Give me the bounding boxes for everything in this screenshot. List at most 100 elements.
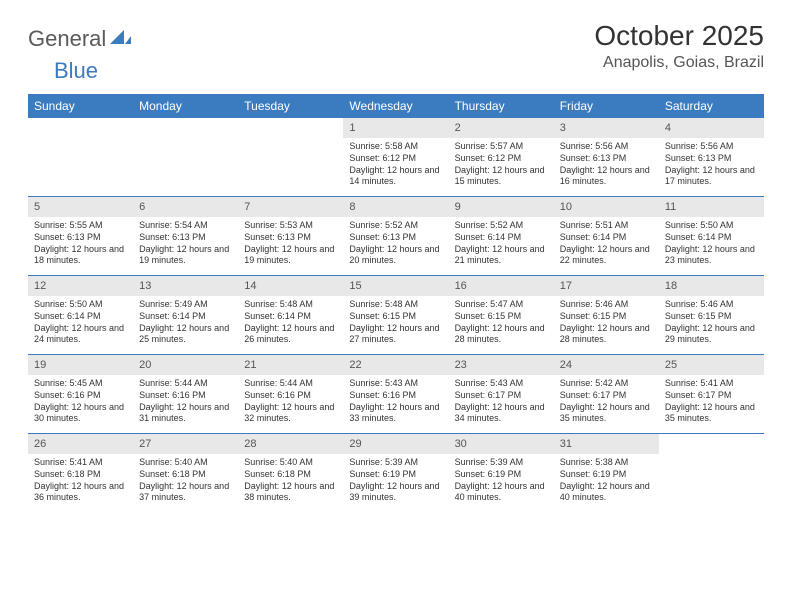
day-number: 7 [238, 197, 343, 217]
title-block: October 2025 Anapolis, Goias, Brazil [594, 20, 764, 72]
day-header-mon: Monday [133, 94, 238, 118]
day-cell [28, 118, 133, 196]
day-number: 19 [28, 355, 133, 375]
day-number: 27 [133, 434, 238, 454]
day-cell: 9Sunrise: 5:52 AMSunset: 6:14 PMDaylight… [449, 197, 554, 275]
sunrise-line: Sunrise: 5:51 AM [560, 220, 653, 232]
calendar-page: General October 2025 Anapolis, Goias, Br… [0, 0, 792, 532]
day-details: Sunrise: 5:39 AMSunset: 6:19 PMDaylight:… [449, 454, 554, 510]
daylight-line: Daylight: 12 hours and 37 minutes. [139, 481, 232, 504]
day-number: 9 [449, 197, 554, 217]
day-cell: 25Sunrise: 5:41 AMSunset: 6:17 PMDayligh… [659, 355, 764, 433]
day-number: 12 [28, 276, 133, 296]
day-number: 29 [343, 434, 448, 454]
day-details: Sunrise: 5:40 AMSunset: 6:18 PMDaylight:… [238, 454, 343, 510]
daylight-line: Daylight: 12 hours and 34 minutes. [455, 402, 548, 425]
day-number: 28 [238, 434, 343, 454]
sunset-line: Sunset: 6:12 PM [349, 153, 442, 165]
sunset-line: Sunset: 6:19 PM [560, 469, 653, 481]
daylight-line: Daylight: 12 hours and 15 minutes. [455, 165, 548, 188]
day-cell: 6Sunrise: 5:54 AMSunset: 6:13 PMDaylight… [133, 197, 238, 275]
sunrise-line: Sunrise: 5:41 AM [34, 457, 127, 469]
daylight-line: Daylight: 12 hours and 38 minutes. [244, 481, 337, 504]
sunrise-line: Sunrise: 5:53 AM [244, 220, 337, 232]
day-cell: 19Sunrise: 5:45 AMSunset: 6:16 PMDayligh… [28, 355, 133, 433]
day-number [133, 118, 238, 138]
day-number: 24 [554, 355, 659, 375]
sunset-line: Sunset: 6:17 PM [560, 390, 653, 402]
daylight-line: Daylight: 12 hours and 26 minutes. [244, 323, 337, 346]
sunset-line: Sunset: 6:15 PM [560, 311, 653, 323]
day-header-fri: Friday [554, 94, 659, 118]
daylight-line: Daylight: 12 hours and 14 minutes. [349, 165, 442, 188]
sunrise-line: Sunrise: 5:44 AM [139, 378, 232, 390]
location-text: Anapolis, Goias, Brazil [594, 54, 764, 72]
logo-text-blue: Blue [54, 58, 98, 84]
daylight-line: Daylight: 12 hours and 21 minutes. [455, 244, 548, 267]
day-cell: 12Sunrise: 5:50 AMSunset: 6:14 PMDayligh… [28, 276, 133, 354]
day-number: 3 [554, 118, 659, 138]
sunset-line: Sunset: 6:18 PM [139, 469, 232, 481]
day-cell: 15Sunrise: 5:48 AMSunset: 6:15 PMDayligh… [343, 276, 448, 354]
day-cell: 28Sunrise: 5:40 AMSunset: 6:18 PMDayligh… [238, 434, 343, 512]
sunrise-line: Sunrise: 5:39 AM [455, 457, 548, 469]
day-number: 17 [554, 276, 659, 296]
sunset-line: Sunset: 6:13 PM [244, 232, 337, 244]
day-number: 22 [343, 355, 448, 375]
day-details: Sunrise: 5:40 AMSunset: 6:18 PMDaylight:… [133, 454, 238, 510]
day-details: Sunrise: 5:46 AMSunset: 6:15 PMDaylight:… [659, 296, 764, 352]
sunrise-line: Sunrise: 5:52 AM [349, 220, 442, 232]
sunrise-line: Sunrise: 5:47 AM [455, 299, 548, 311]
logo: General [28, 26, 134, 52]
day-number: 13 [133, 276, 238, 296]
daylight-line: Daylight: 12 hours and 28 minutes. [560, 323, 653, 346]
day-header-wed: Wednesday [343, 94, 448, 118]
day-cell: 20Sunrise: 5:44 AMSunset: 6:16 PMDayligh… [133, 355, 238, 433]
day-details: Sunrise: 5:54 AMSunset: 6:13 PMDaylight:… [133, 217, 238, 273]
sunrise-line: Sunrise: 5:54 AM [139, 220, 232, 232]
day-details: Sunrise: 5:56 AMSunset: 6:13 PMDaylight:… [659, 138, 764, 194]
day-cell: 26Sunrise: 5:41 AMSunset: 6:18 PMDayligh… [28, 434, 133, 512]
day-header-thu: Thursday [449, 94, 554, 118]
sunrise-line: Sunrise: 5:58 AM [349, 141, 442, 153]
day-number: 14 [238, 276, 343, 296]
day-number: 11 [659, 197, 764, 217]
day-details: Sunrise: 5:43 AMSunset: 6:17 PMDaylight:… [449, 375, 554, 431]
sunset-line: Sunset: 6:13 PM [349, 232, 442, 244]
week-row: 1Sunrise: 5:58 AMSunset: 6:12 PMDaylight… [28, 118, 764, 197]
day-cell: 4Sunrise: 5:56 AMSunset: 6:13 PMDaylight… [659, 118, 764, 196]
sunset-line: Sunset: 6:14 PM [139, 311, 232, 323]
day-number: 10 [554, 197, 659, 217]
sunrise-line: Sunrise: 5:56 AM [560, 141, 653, 153]
day-details: Sunrise: 5:52 AMSunset: 6:13 PMDaylight:… [343, 217, 448, 273]
sunrise-line: Sunrise: 5:46 AM [665, 299, 758, 311]
day-details: Sunrise: 5:43 AMSunset: 6:16 PMDaylight:… [343, 375, 448, 431]
day-details: Sunrise: 5:50 AMSunset: 6:14 PMDaylight:… [28, 296, 133, 352]
daylight-line: Daylight: 12 hours and 28 minutes. [455, 323, 548, 346]
day-cell: 5Sunrise: 5:55 AMSunset: 6:13 PMDaylight… [28, 197, 133, 275]
day-number: 6 [133, 197, 238, 217]
daylight-line: Daylight: 12 hours and 40 minutes. [455, 481, 548, 504]
sunset-line: Sunset: 6:16 PM [34, 390, 127, 402]
sunset-line: Sunset: 6:18 PM [244, 469, 337, 481]
day-cell: 22Sunrise: 5:43 AMSunset: 6:16 PMDayligh… [343, 355, 448, 433]
day-cell: 11Sunrise: 5:50 AMSunset: 6:14 PMDayligh… [659, 197, 764, 275]
day-header-sat: Saturday [659, 94, 764, 118]
day-cell: 8Sunrise: 5:52 AMSunset: 6:13 PMDaylight… [343, 197, 448, 275]
daylight-line: Daylight: 12 hours and 29 minutes. [665, 323, 758, 346]
day-number: 15 [343, 276, 448, 296]
weeks-container: 1Sunrise: 5:58 AMSunset: 6:12 PMDaylight… [28, 118, 764, 512]
sunset-line: Sunset: 6:18 PM [34, 469, 127, 481]
day-cell: 2Sunrise: 5:57 AMSunset: 6:12 PMDaylight… [449, 118, 554, 196]
day-number: 25 [659, 355, 764, 375]
day-cell: 14Sunrise: 5:48 AMSunset: 6:14 PMDayligh… [238, 276, 343, 354]
sunset-line: Sunset: 6:13 PM [34, 232, 127, 244]
day-details: Sunrise: 5:41 AMSunset: 6:17 PMDaylight:… [659, 375, 764, 431]
day-details: Sunrise: 5:41 AMSunset: 6:18 PMDaylight:… [28, 454, 133, 510]
day-cell [659, 434, 764, 512]
daylight-line: Daylight: 12 hours and 39 minutes. [349, 481, 442, 504]
daylight-line: Daylight: 12 hours and 36 minutes. [34, 481, 127, 504]
sunset-line: Sunset: 6:19 PM [349, 469, 442, 481]
sunset-line: Sunset: 6:14 PM [34, 311, 127, 323]
daylight-line: Daylight: 12 hours and 20 minutes. [349, 244, 442, 267]
